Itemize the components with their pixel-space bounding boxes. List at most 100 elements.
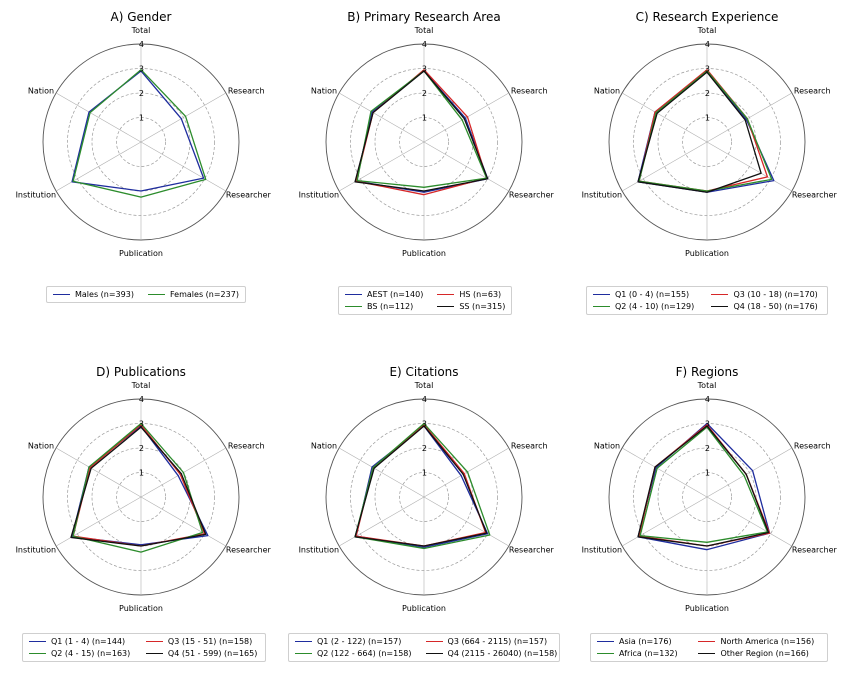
axis-spoke: [706, 92, 793, 143]
legend-swatch: [425, 641, 443, 642]
legend-label: Q2 (122 - 664) (n=158): [317, 649, 412, 658]
r-tick-label: 4: [422, 40, 427, 49]
axis-label: Publication: [685, 249, 729, 258]
axis-label: Total: [697, 381, 717, 390]
chart-legend: Q1 (1 - 4) (n=144) Q3 (15 - 51) (n=158) Q2…: [22, 633, 266, 662]
r-tick-label: 1: [422, 114, 427, 123]
r-tick-label: 3: [422, 420, 427, 429]
axis-label: Researcher: [792, 546, 838, 555]
series-line: [355, 425, 489, 548]
chart-legend: AEST (n=140) HS (n=63) BS (n=112) SS (n=315…: [338, 286, 512, 315]
series-line: [72, 69, 207, 198]
legend-entry: Asia (n=176): [597, 636, 684, 647]
series-line: [71, 70, 205, 192]
axis-label: Research: [511, 442, 548, 451]
chart-panel: C) Research Experience 1 2 3 4 Total Research R…: [566, 0, 848, 330]
legend-label: HS (n=63): [459, 290, 502, 299]
axis-label: Institution: [16, 546, 57, 555]
r-tick-label: 2: [422, 89, 427, 98]
legend-entry: Q2 (4 - 15) (n=163): [29, 648, 132, 659]
axis-label: Total: [697, 26, 717, 35]
axis-label: Research: [511, 87, 548, 96]
series-line: [638, 70, 773, 192]
legend-label: Q4 (2115 - 26040) (n=158): [447, 649, 558, 658]
r-tick-label: 3: [705, 65, 710, 74]
chart-title: E) Citations: [389, 365, 459, 379]
r-tick-label: 4: [705, 40, 710, 49]
series-line: [637, 71, 762, 193]
r-tick-label: 2: [422, 444, 427, 453]
axis-label: Publication: [119, 604, 163, 613]
axis-label: Institution: [299, 191, 340, 200]
legend-swatch: [597, 641, 614, 642]
legend-label: Q1 (1 - 4) (n=144): [51, 637, 126, 646]
legend-entry: AEST (n=140): [345, 289, 423, 300]
legend-swatch: [345, 306, 362, 307]
legend-label: Q3 (664 - 2115) (n=157): [447, 637, 548, 646]
legend-entry: HS (n=63): [437, 289, 505, 300]
r-tick-label: 1: [705, 114, 710, 123]
axis-spoke: [706, 141, 793, 192]
chart-panel: B) Primary Research Area 1 2 3 4 Total Researc…: [283, 0, 565, 330]
axis-label: Nation: [594, 87, 620, 96]
chart-title: D) Publications: [96, 365, 186, 379]
legend-swatch: [698, 653, 716, 654]
legend-swatch: [593, 306, 610, 307]
series-line: [356, 70, 488, 188]
legend-swatch: [145, 641, 163, 642]
axis-label: Publication: [119, 249, 163, 258]
legend-label: Females (n=237): [170, 290, 239, 299]
legend-entry: Q1 (2 - 122) (n=157): [295, 636, 412, 647]
r-tick-label: 3: [422, 65, 427, 74]
axis-label: Total: [131, 381, 151, 390]
series-line: [637, 425, 770, 547]
legend-entry: Q2 (122 - 664) (n=158): [295, 648, 412, 659]
series-line: [639, 426, 769, 543]
series-line: [354, 422, 491, 550]
legend-label: Q2 (4 - 15) (n=163): [51, 649, 131, 658]
legend-swatch: [698, 641, 716, 642]
axis-spoke: [338, 141, 425, 192]
series-line: [354, 425, 488, 547]
axis-label: Institution: [16, 191, 57, 200]
legend-swatch: [145, 653, 163, 654]
legend-swatch: [29, 653, 46, 654]
legend-entry: Q3 (10 - 18) (n=170): [711, 289, 821, 300]
axis-spoke: [140, 496, 227, 547]
legend-swatch: [711, 294, 729, 295]
chart-title: F) Regions: [675, 365, 739, 379]
grid-ring: [399, 117, 449, 167]
axis-spoke: [423, 92, 510, 143]
axis-spoke: [140, 141, 227, 192]
legend-label: BS (n=112): [367, 302, 414, 311]
axis-label: Researcher: [226, 191, 272, 200]
axis-label: Nation: [311, 442, 337, 451]
radar-plot: 1 2 3 4 Total Research Researcher Publication In…: [299, 26, 555, 258]
chart-panel: E) Citations 1 2 3 4 Total Research Researcher P…: [283, 355, 565, 685]
radar-plot: 1 2 3 4 Total Research Researcher Publication In…: [16, 26, 272, 258]
axis-label: Institution: [299, 546, 340, 555]
chart-panel: F) Regions 1 2 3 4 Total Research Researcher Pub…: [566, 355, 848, 685]
chart-title: B) Primary Research Area: [347, 10, 501, 24]
grid-ring: [682, 117, 732, 167]
series-line: [72, 424, 206, 547]
axis-spoke: [706, 496, 793, 547]
r-tick-label: 3: [139, 420, 144, 429]
axis-label: Researcher: [226, 546, 272, 555]
legend-swatch: [295, 653, 312, 654]
axis-label: Publication: [685, 604, 729, 613]
axis-spoke: [423, 496, 510, 547]
axis-label: Researcher: [792, 191, 838, 200]
axis-spoke: [423, 447, 510, 498]
chart-legend: Asia (n=176) North America (n=156) Africa …: [590, 633, 828, 662]
r-tick-label: 3: [139, 65, 144, 74]
legend-entry: Q1 (1 - 4) (n=144): [29, 636, 132, 647]
r-tick-label: 1: [139, 469, 144, 478]
legend-entry: Q4 (51 - 599) (n=165): [145, 648, 259, 659]
series-line: [72, 422, 204, 553]
series-line: [355, 70, 489, 193]
axis-spoke: [423, 141, 510, 192]
axis-label: Nation: [594, 442, 620, 451]
legend-entry: Q3 (664 - 2115) (n=157): [425, 636, 558, 647]
